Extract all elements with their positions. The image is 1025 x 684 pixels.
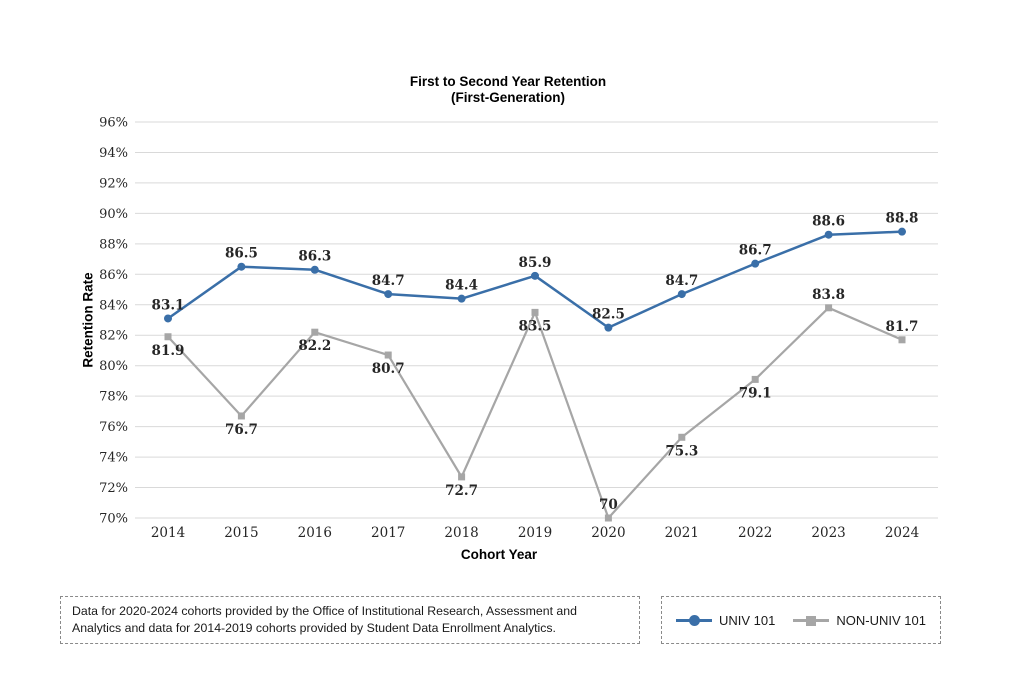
data-label: 84.7 [665, 273, 698, 289]
x-tick-label: 2015 [224, 525, 258, 541]
data-point-marker [237, 262, 246, 271]
y-tick-label: 76% [99, 420, 128, 435]
data-point-marker [604, 514, 612, 522]
data-point-marker [898, 336, 906, 344]
y-tick-label: 92% [99, 176, 128, 191]
x-tick-label: 2018 [444, 525, 478, 541]
data-label: 84.4 [445, 278, 478, 294]
data-label: 85.9 [519, 255, 552, 271]
data-point-marker [164, 333, 172, 341]
data-label: 75.3 [665, 443, 698, 459]
retention-line-chart: 70% 72% 74% 76% 78% 80% 82% 84% 86% 88% 90% 92% 94% 9… [99, 116, 938, 541]
x-tick-label: 2016 [298, 525, 332, 541]
data-label: 82.5 [592, 307, 625, 323]
x-tick-label: 2020 [591, 525, 625, 541]
y-tick-label: 96% [99, 116, 128, 131]
x-tick-label: 2022 [738, 525, 772, 541]
y-tick-label: 80% [99, 359, 128, 374]
x-tick-label: 2023 [811, 525, 845, 541]
legend-label-non-univ101: NON-UNIV 101 [836, 612, 926, 628]
y-tick-label: 86% [99, 268, 128, 283]
data-label: 76.7 [225, 422, 258, 438]
data-label: 83.5 [519, 318, 552, 334]
legend-label-univ101: UNIV 101 [719, 612, 776, 628]
y-tick-label: 94% [99, 146, 128, 161]
data-label: 88.6 [812, 214, 845, 230]
data-label: 82.2 [298, 338, 331, 354]
data-point-marker [311, 328, 319, 336]
source-note-line1: Data for 2020-2024 cohorts provided by t… [72, 604, 577, 618]
chart-title-line1: First to Second Year Retention [409, 74, 607, 89]
univ101-line-circle-icon [676, 614, 713, 626]
y-tick-label: 82% [99, 329, 128, 344]
data-label: 86.5 [225, 246, 258, 262]
data-label: 83.8 [812, 287, 845, 303]
y-tick-label: 90% [99, 207, 128, 222]
legend-item-non-univ101: NON-UNIV 101 [793, 613, 926, 628]
y-tick-label: 74% [99, 451, 128, 466]
y-tick-label: 70% [99, 512, 128, 527]
y-tick-label: 72% [99, 481, 128, 496]
y-tick-label: 84% [99, 298, 128, 313]
data-label: 84.7 [372, 273, 405, 289]
data-label: 70 [599, 497, 618, 513]
data-label: 81.9 [152, 343, 185, 359]
legend-item-univ101: UNIV 101 [676, 613, 775, 628]
source-note-box: Data for 2020-2024 cohorts provided by t… [60, 596, 640, 644]
data-label: 80.7 [372, 361, 405, 377]
data-point-marker [531, 308, 539, 316]
non-univ101-line-square-icon [793, 615, 830, 626]
data-point-marker [825, 304, 833, 312]
data-point-marker [531, 271, 539, 280]
data-point-marker [604, 323, 613, 332]
data-point-marker [237, 412, 245, 420]
data-point-marker [164, 314, 172, 323]
chart-title: First to Second Year Retention (First-Ge… [0, 74, 1016, 105]
x-tick-label: 2019 [518, 525, 552, 541]
data-point-marker [384, 351, 392, 359]
data-label: 88.8 [886, 211, 919, 227]
data-label: 81.7 [886, 319, 919, 335]
data-point-marker [678, 433, 686, 441]
data-point-marker [824, 230, 833, 239]
x-axis-title: Cohort Year [460, 547, 538, 562]
data-point-marker [751, 375, 759, 383]
source-note-line2: Analytics and data for 2014-2019 cohorts… [72, 621, 556, 635]
x-tick-label: 2014 [151, 525, 185, 541]
legend: UNIV 101 NON-UNIV 101 [661, 596, 941, 644]
x-tick-label: 2021 [665, 525, 699, 541]
x-tick-label: 2024 [885, 525, 919, 541]
data-label: 72.7 [445, 483, 478, 499]
y-tick-label: 88% [99, 237, 128, 252]
y-axis-title: Retention Rate [80, 272, 96, 368]
data-point-marker [898, 227, 906, 236]
data-label: 79.1 [739, 385, 772, 401]
data-label: 83.1 [152, 297, 185, 313]
data-label: 86.3 [298, 249, 331, 265]
data-point-marker [677, 290, 686, 299]
data-point-marker [751, 259, 760, 268]
chart-title-line2: (First-Generation) [450, 89, 565, 105]
y-tick-label: 78% [99, 390, 128, 405]
x-tick-label: 2017 [371, 525, 405, 541]
data-point-marker [310, 265, 319, 274]
data-point-marker [384, 290, 393, 299]
data-point-marker [458, 473, 466, 481]
data-point-marker [457, 294, 466, 303]
data-label: 86.7 [739, 243, 772, 259]
series-line-non-univ-101 [166, 306, 904, 520]
